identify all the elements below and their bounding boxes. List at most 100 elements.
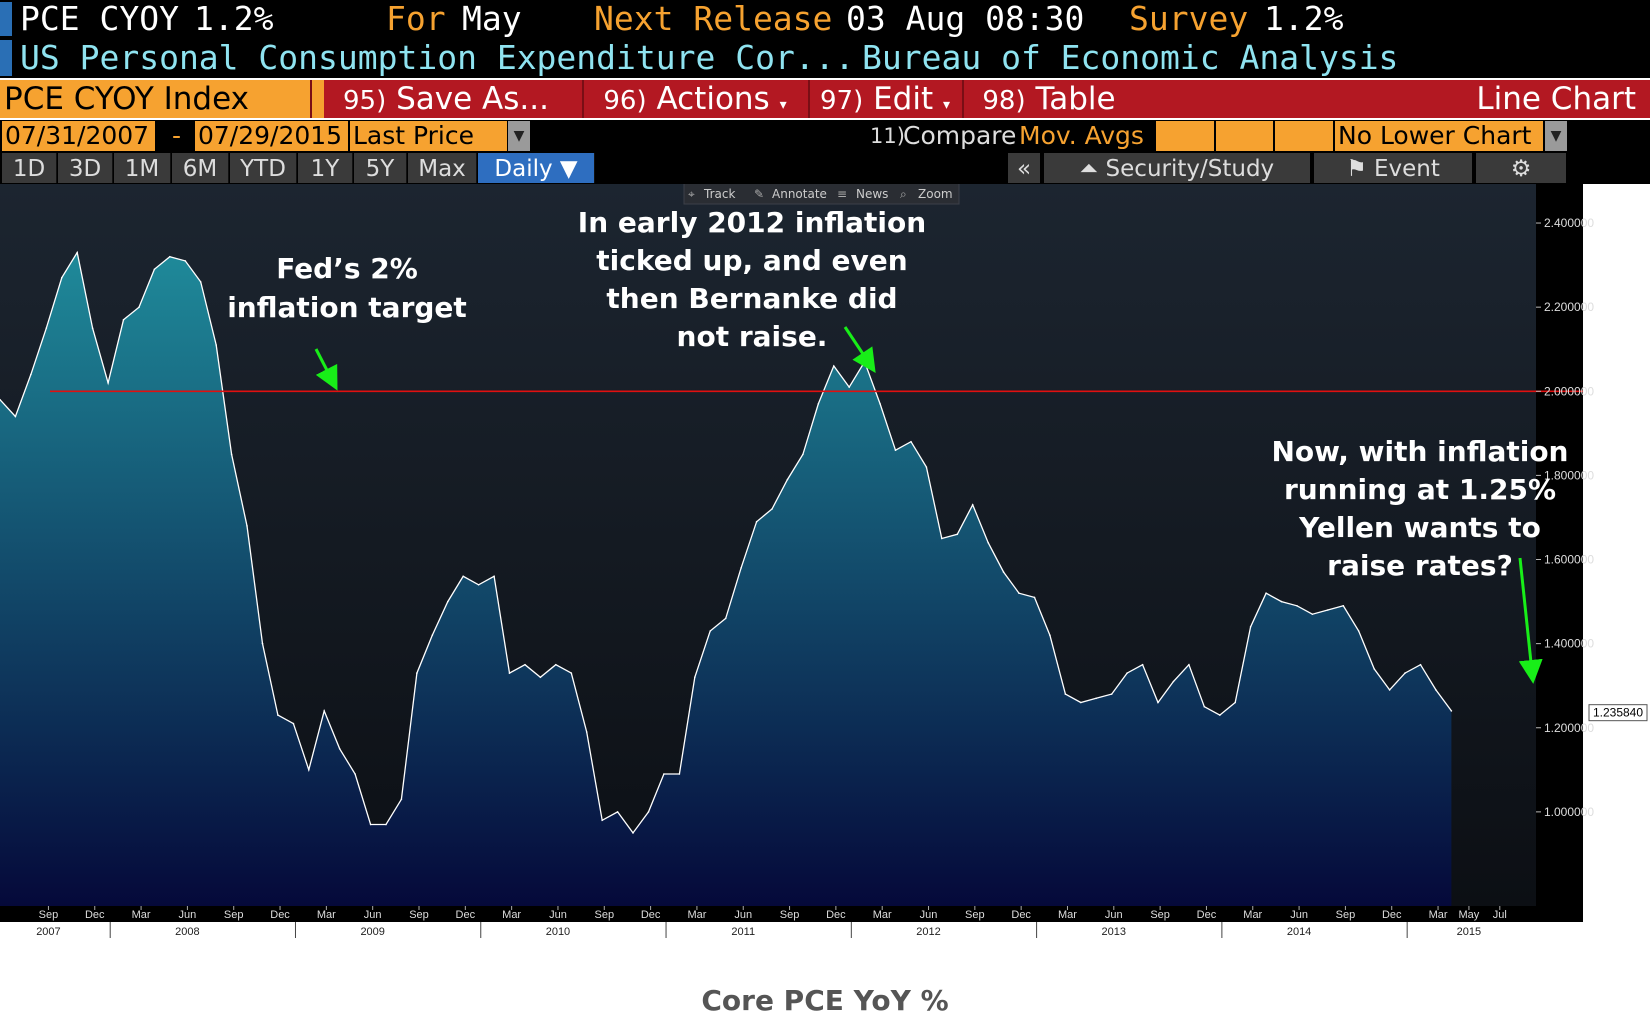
x-tick-label: Sep bbox=[224, 909, 244, 921]
table-label: Table bbox=[1035, 81, 1116, 117]
data-point bbox=[1311, 613, 1314, 615]
period-3d[interactable]: 3D bbox=[58, 153, 113, 183]
data-point bbox=[663, 773, 665, 775]
period-max[interactable]: Max bbox=[408, 153, 477, 183]
data-point bbox=[1080, 701, 1082, 704]
gear-icon: ⚙ bbox=[1510, 156, 1532, 182]
end-date-field[interactable]: 07/29/2015 bbox=[195, 121, 348, 151]
price-chart[interactable]: ⌖ Track ✎ Annotate ≡ News ⌕ Zoom 2.40000… bbox=[0, 184, 1650, 984]
save-as-button[interactable]: 95) Save As... bbox=[310, 80, 580, 118]
data-point bbox=[817, 403, 820, 405]
data-point bbox=[354, 773, 356, 775]
table-number: 98) bbox=[982, 86, 1026, 116]
data-point bbox=[107, 382, 109, 384]
tool-zoom[interactable]: Zoom bbox=[918, 187, 953, 201]
x-tick-label: Jun bbox=[549, 909, 567, 921]
table-button[interactable]: 98) Table bbox=[962, 80, 1134, 118]
data-point bbox=[1219, 714, 1221, 716]
data-point bbox=[1188, 663, 1190, 666]
settings-button[interactable]: ⚙ bbox=[1476, 153, 1566, 183]
price-field-select[interactable]: Last Price bbox=[350, 121, 507, 151]
chart-annotations: Fed’s 2% inflation target In early 2012 i… bbox=[227, 206, 1569, 684]
data-point bbox=[1419, 663, 1422, 666]
series-area bbox=[0, 252, 1452, 906]
x-tick-label: Mar bbox=[687, 909, 706, 921]
data-point bbox=[1203, 705, 1206, 708]
x-tick-label: Sep bbox=[409, 909, 429, 921]
security-header: PCE CYOY 1.2% For May Next Release 03 Au… bbox=[0, 0, 1650, 38]
data-point bbox=[462, 575, 465, 578]
x-tick-label: Mar bbox=[1243, 909, 1262, 921]
x-tick-label: Mar bbox=[1429, 909, 1448, 921]
y-tick-label: 2.200000 bbox=[1544, 300, 1594, 314]
period-ytd[interactable]: YTD bbox=[230, 153, 297, 183]
data-point bbox=[169, 255, 171, 258]
data-point bbox=[1280, 600, 1283, 603]
tool-news[interactable]: News bbox=[856, 187, 888, 201]
data-point bbox=[755, 520, 758, 523]
data-point bbox=[246, 525, 248, 527]
mov-avgs-label[interactable]: Mov. Avgs bbox=[1019, 121, 1144, 150]
data-point bbox=[1064, 693, 1067, 695]
last-value-tag: 1.235840 bbox=[1588, 704, 1648, 722]
y-axis: 2.400000 2.200000 2.000000 1.800000 1.600000… bbox=[1536, 216, 1594, 819]
data-point bbox=[230, 453, 233, 456]
data-point bbox=[1018, 592, 1020, 594]
x-tick-label: May bbox=[1459, 909, 1480, 921]
last-value-tag-box bbox=[1588, 704, 1648, 722]
x-year-label: 2013 bbox=[1102, 926, 1126, 938]
annotation-line: Now, with inflation bbox=[1272, 435, 1569, 468]
data-point bbox=[771, 508, 773, 510]
collapse-button[interactable]: « bbox=[1008, 153, 1040, 183]
annotation-line: raise rates? bbox=[1327, 549, 1513, 582]
index-name-field[interactable]: PCE CYOY Index bbox=[0, 80, 324, 118]
tool-annotate[interactable]: Annotate bbox=[772, 187, 827, 201]
data-point bbox=[153, 268, 156, 271]
compare-slot-3[interactable] bbox=[1275, 121, 1333, 151]
period-1y[interactable]: 1Y bbox=[298, 153, 353, 183]
security-description-row: US Personal Consumption Expenditure Cor.… bbox=[0, 38, 1650, 78]
data-point bbox=[1110, 693, 1113, 695]
event-button[interactable]: ⚑ Event bbox=[1314, 153, 1472, 183]
data-point bbox=[601, 819, 603, 822]
x-tick-label: Mar bbox=[502, 909, 521, 921]
data-point bbox=[199, 281, 202, 283]
x-year-label: 2009 bbox=[360, 926, 384, 938]
chart-type-label[interactable]: Line Chart bbox=[1476, 81, 1636, 117]
data-point bbox=[632, 832, 634, 834]
compare-slot-1[interactable] bbox=[1156, 121, 1214, 151]
period-5y[interactable]: 5Y bbox=[354, 153, 407, 183]
data-point bbox=[524, 663, 526, 666]
x-tick-label: Jun bbox=[1105, 909, 1123, 921]
study-chart-icon: ⏶ bbox=[1079, 156, 1099, 182]
lower-chart-select[interactable]: No Lower Chart bbox=[1335, 121, 1543, 151]
x-tick-label: Jun bbox=[364, 909, 382, 921]
compare-label[interactable]: Compare bbox=[903, 121, 1017, 150]
x-tick-label: Jul bbox=[1493, 909, 1507, 921]
yellen-arrow bbox=[1518, 557, 1543, 684]
compare-slot-2[interactable] bbox=[1216, 121, 1273, 151]
period-1m[interactable]: 1M bbox=[114, 153, 171, 183]
period-6m[interactable]: 6M bbox=[172, 153, 229, 183]
chevron-down-icon[interactable]: ▼ bbox=[508, 121, 530, 151]
security-study-label: Security/Study bbox=[1105, 156, 1275, 182]
data-point bbox=[477, 584, 480, 586]
annotation-line: running at 1.25% bbox=[1284, 473, 1556, 506]
edit-button[interactable]: 97) Edit ▾ bbox=[808, 80, 960, 118]
security-study-button[interactable]: ⏶ Security/Study bbox=[1044, 153, 1310, 183]
period-1d[interactable]: 1D bbox=[2, 153, 57, 183]
start-date-field[interactable]: 07/31/2007 bbox=[2, 121, 155, 151]
y-tick-label: 2.400000 bbox=[1544, 216, 1594, 230]
data-point bbox=[447, 600, 449, 603]
x-year-label: 2014 bbox=[1287, 926, 1311, 938]
frequency-select[interactable]: Daily ▼ bbox=[478, 153, 595, 183]
actions-button[interactable]: 96) Actions ▾ bbox=[582, 80, 806, 118]
yellen-annotation: Now, with inflation running at 1.25% Yelle… bbox=[1272, 435, 1569, 582]
x-tick-label: Dec bbox=[641, 909, 661, 921]
data-point bbox=[122, 319, 125, 321]
tool-track[interactable]: Track bbox=[703, 187, 735, 201]
chevron-down-icon[interactable]: ▼ bbox=[1545, 121, 1567, 151]
data-point bbox=[277, 714, 279, 716]
security-description: US Personal Consumption Expenditure Cor.… bbox=[20, 38, 855, 77]
